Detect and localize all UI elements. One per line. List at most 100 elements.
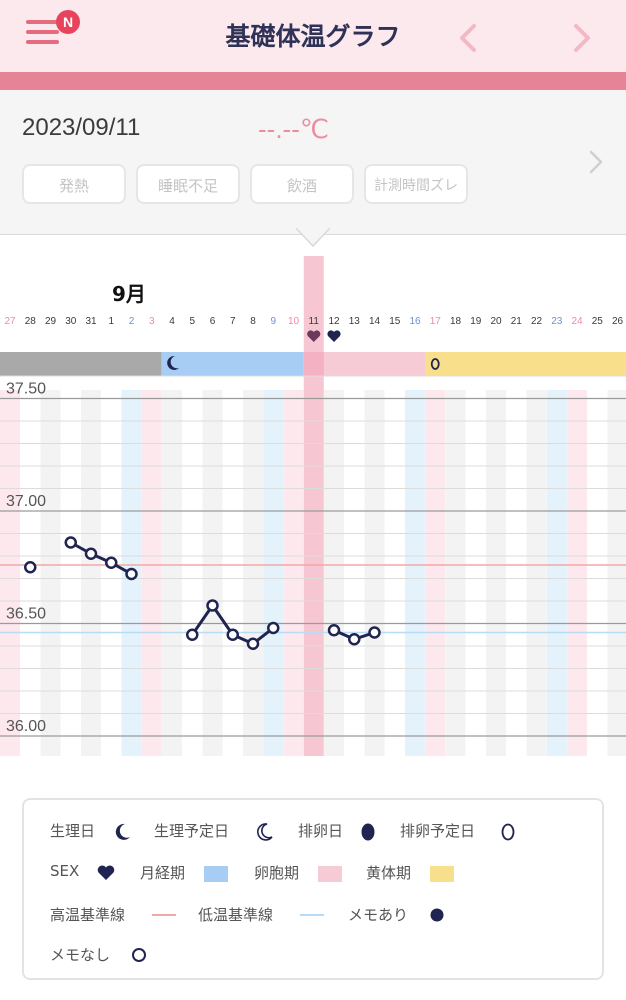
y-tick-label: 36.00 [6, 718, 46, 735]
menu-button[interactable] [26, 20, 66, 56]
day-column [405, 390, 425, 756]
menu-icon-bar [26, 30, 59, 34]
day-label: 5 [189, 316, 195, 327]
day-column [526, 390, 547, 756]
chevron-right-icon [574, 24, 590, 52]
day-column [60, 390, 81, 756]
day-label: 19 [470, 316, 482, 327]
legend-ovulation-forecast-label: 排卵予定日 [400, 822, 476, 840]
day-label: 29 [45, 316, 57, 327]
page-title: 基礎体温グラフ [225, 22, 401, 51]
data-point [368, 626, 381, 639]
day-column [182, 390, 203, 756]
day-detail-panel [0, 90, 626, 235]
month-label: 9月 [112, 282, 146, 306]
day-column [202, 390, 223, 756]
legend-low-baseline-label: 低温基準線 [198, 906, 274, 924]
panel-next-button[interactable] [584, 146, 608, 178]
day-label: 21 [511, 316, 523, 327]
day-label: 1 [108, 316, 114, 327]
day-column [303, 256, 324, 756]
day-label: 4 [169, 316, 175, 327]
crescent-moon-outline-icon [257, 823, 273, 841]
day-label: 2 [129, 316, 135, 327]
hollow-dot-icon [132, 948, 146, 962]
data-point [105, 556, 118, 569]
period-bar-follicular [303, 352, 446, 376]
next-button[interactable] [564, 20, 598, 56]
high-baseline-swatch [152, 914, 176, 916]
menstrual-swatch [204, 866, 228, 882]
day-label: 25 [592, 316, 604, 327]
legend-period-forecast-label: 生理予定日 [154, 822, 230, 840]
day-column [222, 390, 243, 756]
day-label: 22 [531, 316, 543, 327]
prev-button[interactable] [452, 20, 486, 56]
data-point [24, 561, 37, 574]
selection-pointer [296, 228, 330, 248]
day-label: 15 [389, 316, 401, 327]
temperature-value[interactable]: --.--℃ [258, 114, 330, 144]
day-column [0, 390, 20, 756]
day-column [40, 390, 61, 756]
day-column [141, 390, 162, 756]
legend-without-memo-label: メモなし [50, 946, 111, 964]
header-underline [0, 72, 626, 90]
day-label: 3 [149, 316, 155, 327]
legend: 生理日 生理予定日 排卵日 排卵予定日 SEX 月経期 卵胞期 黄体期 高温基準… [22, 798, 604, 980]
tag-time-shift[interactable]: 計測時間ズレ [364, 164, 468, 204]
day-column [506, 390, 527, 756]
temperature-chart[interactable]: 27 28 29 30 31 1 2 3 4 5 6 7 8 9 10 11 12 13 14 15 16 17 18 19 2… [0, 256, 626, 756]
data-point [246, 637, 260, 650]
day-label: 10 [288, 316, 300, 327]
day-column [344, 390, 365, 756]
day-label: 11 [309, 316, 320, 327]
day-label: 20 [490, 316, 502, 327]
data-point [226, 628, 239, 641]
y-tick-label: 36.50 [6, 606, 46, 623]
period-bar-menstrual [162, 352, 304, 376]
legend-menstrual-label: 月経期 [140, 864, 186, 882]
follicular-swatch [318, 866, 342, 882]
egg-icon [361, 823, 375, 841]
legend-with-memo-label: メモあり [348, 906, 409, 924]
day-label: 17 [430, 316, 442, 327]
day-column [384, 390, 405, 756]
filled-dot-icon [430, 908, 444, 922]
low-baseline-swatch [300, 914, 324, 916]
tag-alcohol[interactable]: 飲酒 [250, 164, 354, 204]
data-point [348, 633, 361, 646]
legend-period-day-label: 生理日 [50, 822, 96, 840]
day-column [607, 390, 626, 756]
day-column [324, 390, 344, 756]
data-point [186, 628, 199, 641]
y-tick-label: 37.50 [6, 381, 46, 398]
day-column [465, 390, 486, 756]
data-point [327, 624, 341, 637]
day-column [81, 390, 101, 756]
tag-fever[interactable]: 発熱 [22, 164, 126, 204]
day-label: 18 [450, 316, 462, 327]
egg-outline-icon [501, 823, 515, 841]
day-label: 7 [230, 316, 236, 327]
day-label: 14 [369, 316, 381, 327]
chevron-right-icon [589, 150, 603, 174]
legend-follicular-label: 卵胞期 [254, 864, 300, 882]
period-bar-luteal [425, 352, 626, 376]
day-label: 23 [551, 316, 563, 327]
day-label: 16 [409, 316, 421, 327]
data-point [267, 621, 280, 635]
luteal-swatch [430, 866, 454, 882]
day-column [567, 390, 587, 756]
selected-day-highlight [303, 352, 324, 376]
crescent-moon-icon [115, 823, 130, 840]
day-label: 13 [349, 316, 361, 327]
day-label: 27 [4, 316, 16, 327]
tag-lack-of-sleep[interactable]: 睡眠不足 [136, 164, 240, 204]
menu-icon-bar [26, 40, 59, 44]
day-column [283, 390, 304, 756]
heart-icon [327, 330, 341, 342]
day-column [101, 390, 122, 756]
day-column [546, 390, 567, 756]
day-column [263, 390, 284, 756]
